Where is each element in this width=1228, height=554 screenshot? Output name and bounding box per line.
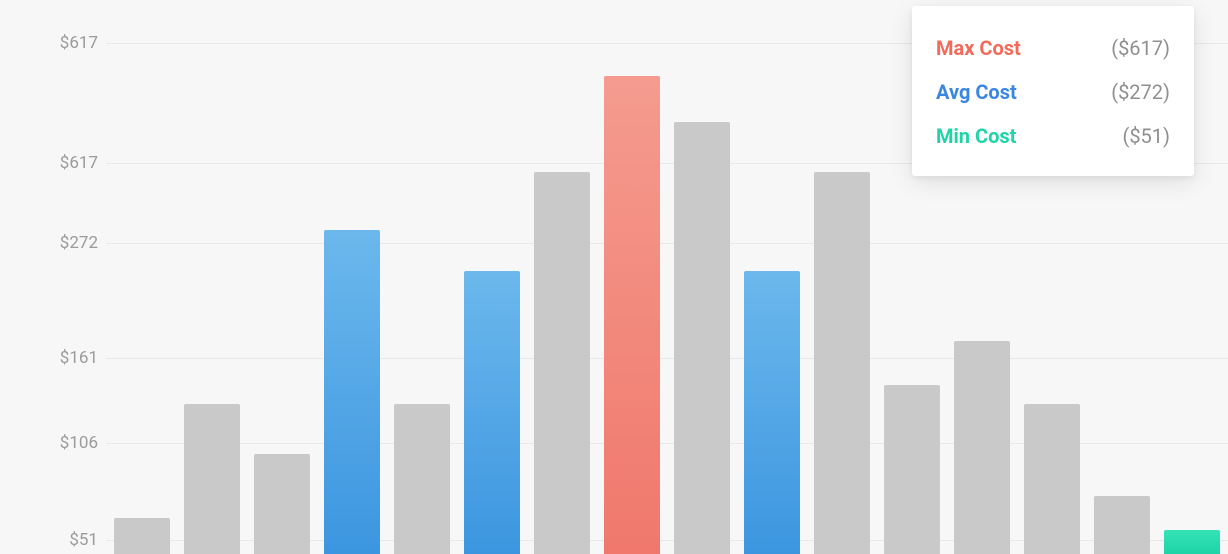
legend-label-avg: Avg Cost (936, 80, 1017, 104)
bar (114, 518, 170, 554)
bar (674, 122, 730, 554)
bar (394, 404, 450, 554)
bar (184, 404, 240, 554)
legend-row-min: Min Cost ($51) (936, 114, 1170, 158)
bar (534, 172, 590, 554)
bar (254, 454, 310, 554)
bar (954, 341, 1010, 554)
legend-row-avg: Avg Cost ($272) (936, 70, 1170, 114)
legend-value-max: ($617) (1111, 36, 1170, 60)
bar (814, 172, 870, 554)
cost-bar-chart: $617 $617 $272 $161 $106 $51 Max Cost ($617) … (0, 0, 1228, 554)
y-tick-label: $272 (60, 233, 98, 253)
legend-row-max: Max Cost ($617) (936, 26, 1170, 70)
bar (744, 271, 800, 554)
bar (604, 76, 660, 554)
legend-card: Max Cost ($617) Avg Cost ($272) Min Cost… (912, 6, 1194, 176)
bar (884, 385, 940, 554)
bar (464, 271, 520, 554)
bar (324, 230, 380, 554)
y-tick-label: $617 (60, 153, 98, 173)
legend-value-avg: ($272) (1111, 80, 1170, 104)
y-tick-label: $617 (60, 33, 98, 53)
y-tick-label: $106 (60, 433, 98, 453)
legend-label-max: Max Cost (936, 36, 1021, 60)
y-axis: $617 $617 $272 $161 $106 $51 (0, 0, 106, 554)
bar (1094, 496, 1150, 554)
legend-label-min: Min Cost (936, 124, 1016, 148)
bar (1024, 404, 1080, 554)
y-tick-label: $161 (60, 348, 98, 368)
y-tick-label: $51 (69, 530, 98, 550)
bar (1164, 530, 1220, 554)
legend-value-min: ($51) (1122, 124, 1170, 148)
